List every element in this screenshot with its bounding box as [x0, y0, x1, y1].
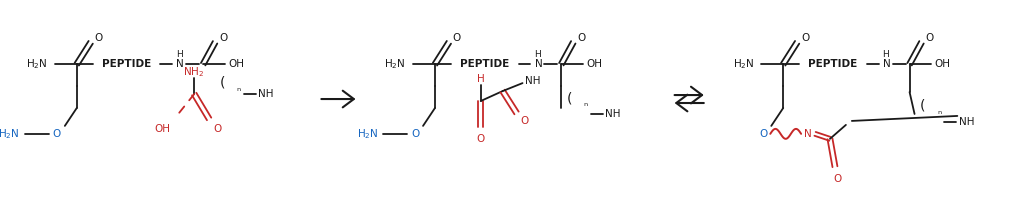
Text: (: ( [219, 75, 225, 89]
Text: NH: NH [258, 89, 273, 99]
Text: NH: NH [958, 117, 974, 127]
Text: O: O [53, 129, 61, 139]
Text: O: O [926, 33, 934, 43]
Text: OH: OH [586, 59, 602, 69]
Text: $\mathsf{H_2N}$: $\mathsf{H_2N}$ [356, 127, 378, 141]
Text: $\mathsf{_n}$: $\mathsf{_n}$ [584, 101, 589, 110]
Text: N: N [804, 129, 812, 139]
Text: NH: NH [524, 76, 541, 86]
Text: N: N [535, 59, 543, 69]
Text: NH: NH [605, 109, 621, 119]
Text: O: O [801, 33, 809, 43]
Text: OH: OH [155, 124, 170, 134]
Text: $\mathsf{H_2N}$: $\mathsf{H_2N}$ [27, 57, 48, 71]
Text: PEPTIDE: PEPTIDE [102, 59, 152, 69]
Text: O: O [219, 33, 227, 43]
Text: O: O [759, 129, 767, 139]
Text: O: O [411, 129, 419, 139]
Text: $\mathsf{H_2N}$: $\mathsf{H_2N}$ [732, 57, 755, 71]
Text: (: ( [566, 91, 572, 105]
Text: O: O [476, 134, 485, 144]
Text: H: H [477, 74, 484, 84]
Text: H: H [176, 50, 182, 59]
Text: N: N [176, 59, 184, 69]
Text: OH: OH [228, 59, 244, 69]
Text: O: O [453, 33, 461, 43]
Text: OH: OH [935, 59, 950, 69]
Text: $\mathsf{H_2N}$: $\mathsf{H_2N}$ [384, 57, 406, 71]
Text: O: O [578, 33, 586, 43]
Text: H: H [535, 50, 541, 59]
Text: $\mathsf{NH_2}$: $\mathsf{NH_2}$ [183, 65, 205, 79]
Text: O: O [834, 174, 842, 184]
Text: N: N [883, 59, 891, 69]
Text: (: ( [920, 99, 926, 113]
Text: O: O [520, 116, 528, 126]
Text: O: O [94, 33, 102, 43]
Text: $\mathsf{_n}$: $\mathsf{_n}$ [237, 85, 242, 94]
Text: O: O [213, 124, 221, 134]
Text: PEPTIDE: PEPTIDE [460, 59, 509, 69]
Text: $\mathsf{_n}$: $\mathsf{_n}$ [937, 108, 942, 117]
Text: PEPTIDE: PEPTIDE [808, 59, 857, 69]
Text: H: H [883, 50, 889, 59]
Text: $\mathsf{H_2N}$: $\mathsf{H_2N}$ [0, 127, 19, 141]
